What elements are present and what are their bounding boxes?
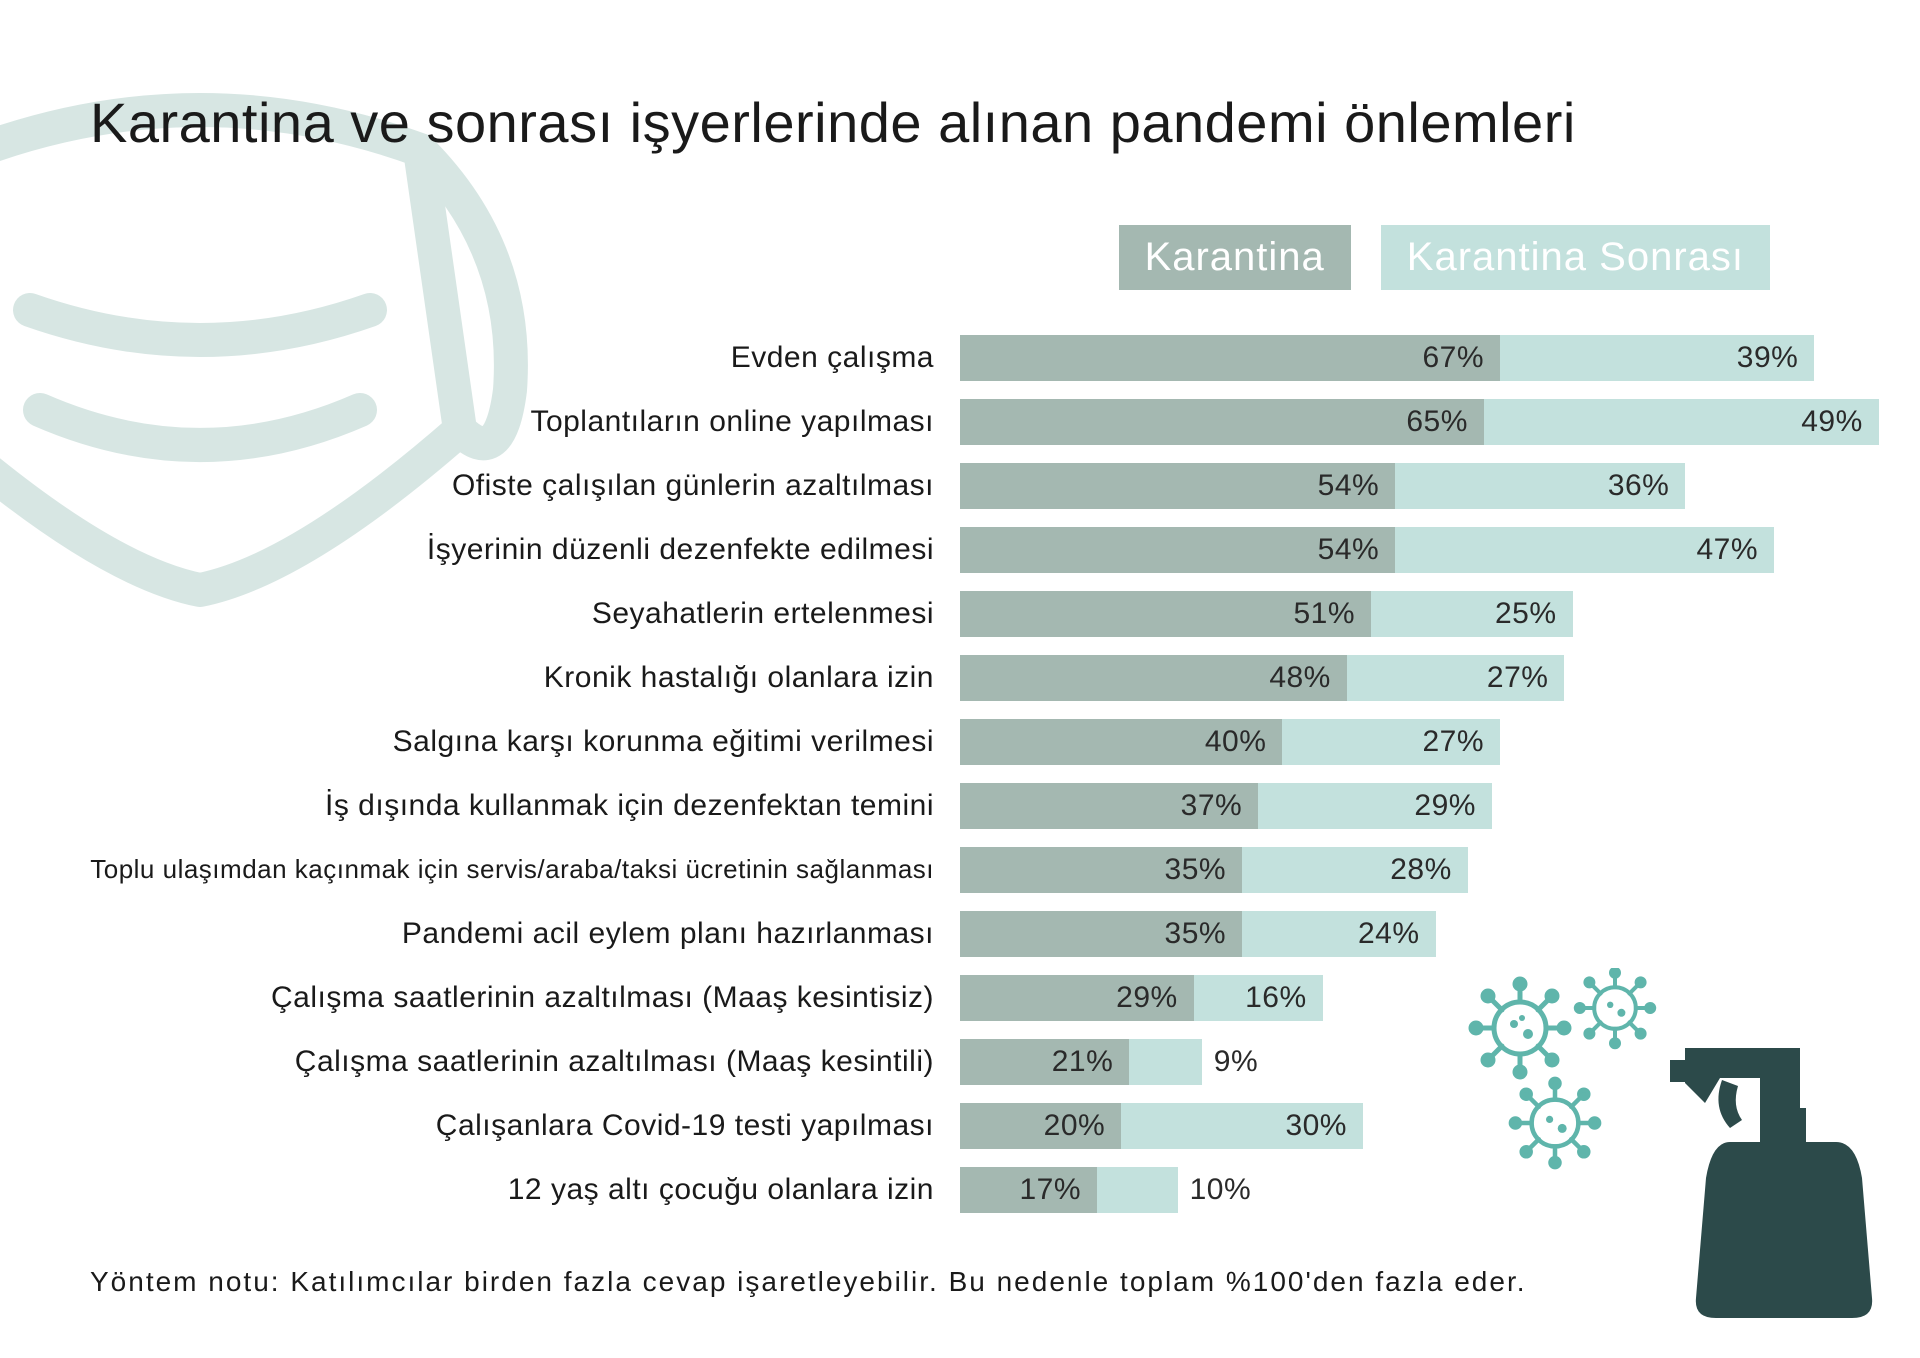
bar-series-1-value: 21% xyxy=(1052,1045,1114,1079)
bar-series-1-value: 67% xyxy=(1422,341,1484,375)
legend-series-1: Karantina xyxy=(1119,225,1351,290)
chart-row: Pandemi acil eylem planı hazırlanması24%… xyxy=(90,906,1830,961)
bar-series-1-value: 17% xyxy=(1019,1173,1081,1207)
bar-series-2-value: 16% xyxy=(1245,981,1307,1015)
row-bars: 29% 37% xyxy=(960,783,1830,829)
legend-series-1-label: Karantina xyxy=(1145,235,1325,279)
chart-row: İş dışında kullanmak için dezenfektan te… xyxy=(90,778,1830,833)
row-label: Evden çalışma xyxy=(90,341,960,375)
bar-series-1-value: 37% xyxy=(1181,789,1243,823)
bar-series-2-value: 49% xyxy=(1801,405,1863,439)
bar-series-2-value: 47% xyxy=(1696,533,1758,567)
bar-series-2-value: 29% xyxy=(1414,789,1476,823)
row-label: İş dışında kullanmak için dezenfektan te… xyxy=(90,789,960,823)
bar-series-2-value: 27% xyxy=(1422,725,1484,759)
bar-series-1: 51% xyxy=(960,591,1371,637)
bar-series-1: 35% xyxy=(960,911,1242,957)
bar-series-1: 40% xyxy=(960,719,1282,765)
bar-series-1: 67% xyxy=(960,335,1500,381)
row-bars: 16% 29% xyxy=(960,975,1830,1021)
chart-row: Seyahatlerin ertelenmesi 25% 51% xyxy=(90,586,1830,641)
row-label: 12 yaş altı çocuğu olanlara izin xyxy=(90,1173,960,1207)
row-label: Çalışma saatlerinin azaltılması (Maaş ke… xyxy=(90,981,960,1015)
chart-row: Salgına karşı korunma eğitimi verilmesi2… xyxy=(90,714,1830,769)
chart-row: Çalışma saatlerinin azaltılması (Maaş ke… xyxy=(90,970,1830,1025)
bar-series-1: 37% xyxy=(960,783,1258,829)
footnote: Yöntem notu: Katılımcılar birden fazla c… xyxy=(90,1266,1527,1298)
row-label: Pandemi acil eylem planı hazırlanması xyxy=(90,917,960,951)
row-label: Çalışanlara Covid-19 testi yapılması xyxy=(90,1109,960,1143)
row-bars: 25% 51% xyxy=(960,591,1830,637)
bar-series-1: 29% xyxy=(960,975,1194,1021)
row-label: Seyahatlerin ertelenmesi xyxy=(90,597,960,631)
bar-series-1: 35% xyxy=(960,847,1242,893)
legend-series-2-label: Karantina Sonrası xyxy=(1407,235,1744,279)
row-label: Çalışma saatlerinin azaltılması (Maaş ke… xyxy=(90,1045,960,1079)
bar-chart: Evden çalışma 39% 67% Toplantıların online … xyxy=(90,330,1830,1226)
bar-series-2-value: 30% xyxy=(1285,1109,1347,1143)
bar-series-1-value: 65% xyxy=(1406,405,1468,439)
row-bars: 28% 35% xyxy=(960,847,1830,893)
chart-row: Kronik hastalığı olanlara izin 27% 48% xyxy=(90,650,1830,705)
bar-series-1-value: 20% xyxy=(1044,1109,1106,1143)
row-bars: 27% 48% xyxy=(960,655,1830,701)
row-label: Toplantıların online yapılması xyxy=(90,405,960,439)
row-label: İşyerinin düzenli dezenfekte edilmesi xyxy=(90,533,960,567)
bar-series-1-value: 51% xyxy=(1293,597,1355,631)
bar-series-1-value: 54% xyxy=(1318,533,1380,567)
bar-series-1-value: 54% xyxy=(1318,469,1380,503)
chart-row: 12 yaş altı çocuğu olanlara izin 10% 17% xyxy=(90,1162,1830,1217)
bar-series-1: 54% xyxy=(960,527,1395,573)
row-bars: 24% 35% xyxy=(960,911,1830,957)
row-bars: 10% 17% xyxy=(960,1167,1830,1213)
bar-series-2-value: 27% xyxy=(1487,661,1549,695)
row-label: Salgına karşı korunma eğitimi verilmesi xyxy=(90,725,960,759)
row-label: Ofiste çalışılan günlerin azaltılması xyxy=(90,469,960,503)
chart-row: Çalışanlara Covid-19 testi yapılması 30% 2… xyxy=(90,1098,1830,1153)
bar-series-1: 17% xyxy=(960,1167,1097,1213)
row-label: Kronik hastalığı olanlara izin xyxy=(90,661,960,695)
bar-series-2-value: 28% xyxy=(1390,853,1452,887)
bar-series-1-value: 35% xyxy=(1165,853,1227,887)
chart-row: Çalışma saatlerinin azaltılması (Maaş ke… xyxy=(90,1034,1830,1089)
legend-series-2: Karantina Sonrası xyxy=(1381,225,1770,290)
bar-series-1: 65% xyxy=(960,399,1484,445)
bar-series-1-value: 35% xyxy=(1165,917,1227,951)
row-bars: 36% 54% xyxy=(960,463,1830,509)
row-bars: 49%65% xyxy=(960,399,1830,445)
bar-series-1: 54% xyxy=(960,463,1395,509)
row-bars: 30% 20% xyxy=(960,1103,1830,1149)
row-bars: 27% 40% xyxy=(960,719,1830,765)
legend: Karantina Karantina Sonrası xyxy=(90,225,1830,290)
chart-title: Karantina ve sonrası işyerlerinde alınan… xyxy=(90,90,1830,155)
bar-series-1: 21% xyxy=(960,1039,1129,1085)
row-label: Toplu ulaşımdan kaçınmak için servis/ara… xyxy=(90,854,960,885)
bar-series-2-value: 9% xyxy=(1214,1045,1258,1079)
bar-series-1: 20% xyxy=(960,1103,1121,1149)
chart-row: Toplantıların online yapılması49%65% xyxy=(90,394,1830,449)
bar-series-2-value: 10% xyxy=(1190,1173,1252,1207)
chart-row: Ofiste çalışılan günlerin azaltılması36%… xyxy=(90,458,1830,513)
bar-series-2-value: 24% xyxy=(1358,917,1420,951)
chart-row: İşyerinin düzenli dezenfekte edilmesi47%… xyxy=(90,522,1830,577)
bar-series-2-value: 39% xyxy=(1737,341,1799,375)
chart-row: Evden çalışma 39% 67% xyxy=(90,330,1830,385)
bar-series-1-value: 40% xyxy=(1205,725,1267,759)
bar-series-2-value: 36% xyxy=(1608,469,1670,503)
bar-series-1: 48% xyxy=(960,655,1347,701)
bar-series-1-value: 48% xyxy=(1269,661,1331,695)
chart-row: Toplu ulaşımdan kaçınmak için servis/ara… xyxy=(90,842,1830,897)
row-bars: 47% 54% xyxy=(960,527,1830,573)
bar-series-1-value: 29% xyxy=(1116,981,1178,1015)
row-bars: 39% 67% xyxy=(960,335,1830,381)
bar-series-2-value: 25% xyxy=(1495,597,1557,631)
row-bars: 9% 21% xyxy=(960,1039,1830,1085)
